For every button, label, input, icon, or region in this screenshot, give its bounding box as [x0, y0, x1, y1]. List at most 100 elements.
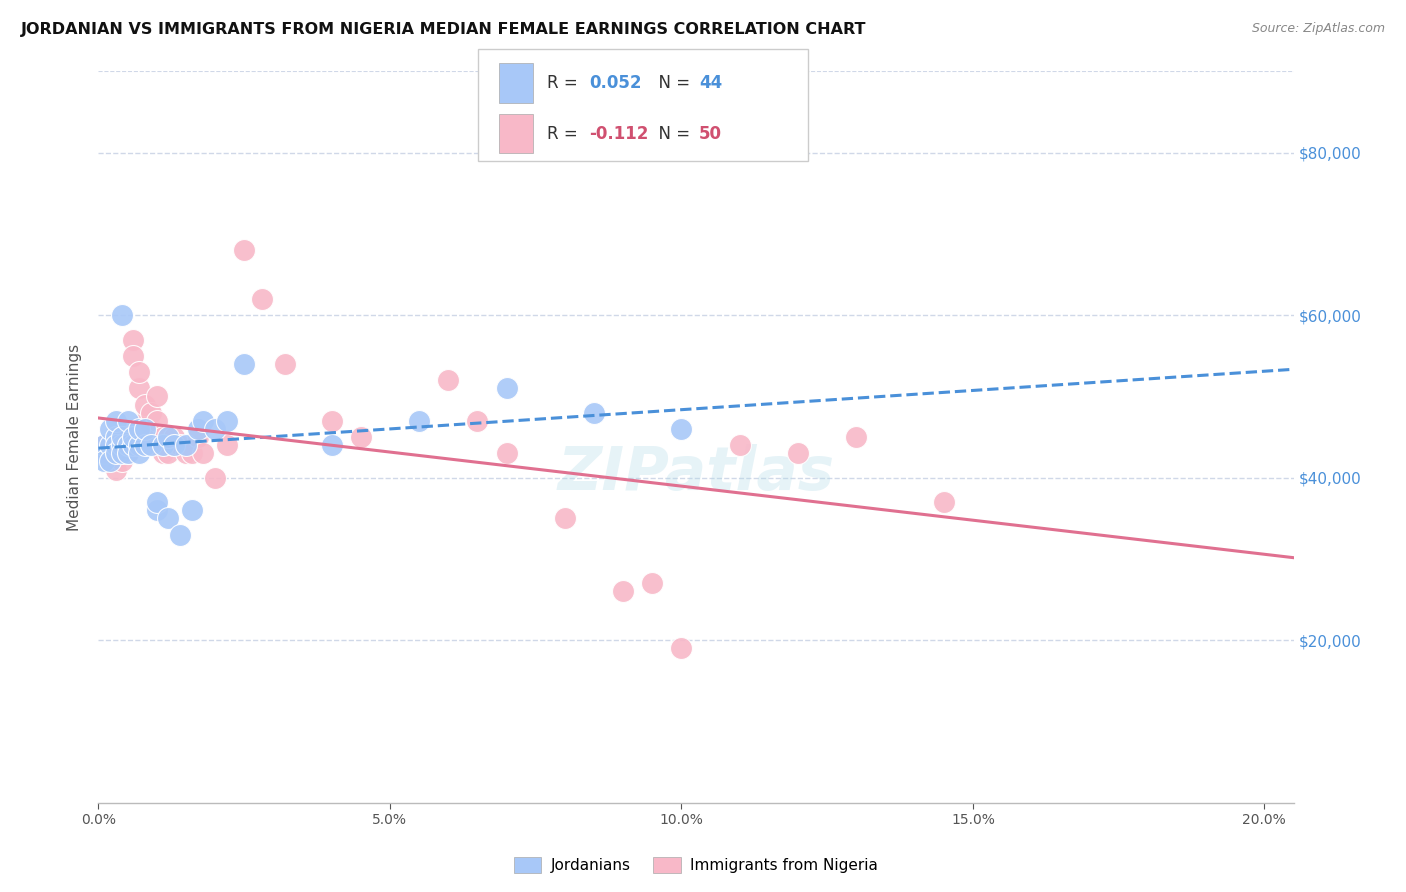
Point	[215, 438, 238, 452]
Point	[104, 446, 127, 460]
Point	[204, 471, 226, 485]
Point	[93, 454, 115, 468]
Point	[117, 438, 139, 452]
Point	[93, 438, 115, 452]
Point	[93, 446, 115, 460]
Point	[111, 438, 134, 452]
Point	[787, 446, 810, 460]
Text: R =: R =	[547, 74, 583, 92]
Point	[122, 349, 145, 363]
Point	[495, 381, 517, 395]
Point	[145, 495, 167, 509]
Point	[845, 430, 868, 444]
Point	[98, 438, 121, 452]
Point	[134, 414, 156, 428]
Text: Source: ZipAtlas.com: Source: ZipAtlas.com	[1251, 22, 1385, 36]
Point	[98, 438, 121, 452]
Point	[437, 373, 460, 387]
Point	[250, 292, 273, 306]
Point	[128, 438, 150, 452]
Point	[641, 576, 664, 591]
Point	[321, 414, 343, 428]
Point	[180, 446, 202, 460]
Y-axis label: Median Female Earnings: Median Female Earnings	[66, 343, 82, 531]
Point	[128, 422, 150, 436]
Point	[180, 503, 202, 517]
Point	[728, 438, 751, 452]
Point	[134, 398, 156, 412]
Point	[117, 414, 139, 428]
Point	[104, 430, 127, 444]
Point	[233, 243, 256, 257]
Text: JORDANIAN VS IMMIGRANTS FROM NIGERIA MEDIAN FEMALE EARNINGS CORRELATION CHART: JORDANIAN VS IMMIGRANTS FROM NIGERIA MED…	[21, 22, 866, 37]
Point	[134, 438, 156, 452]
Point	[169, 438, 191, 452]
Point	[193, 446, 215, 460]
Point	[215, 414, 238, 428]
Text: N =: N =	[648, 125, 696, 143]
Point	[98, 422, 121, 436]
Point	[111, 308, 134, 322]
Point	[174, 446, 197, 460]
Point	[139, 406, 162, 420]
Point	[111, 430, 134, 444]
Point	[128, 365, 150, 379]
Point	[169, 527, 191, 541]
Point	[93, 446, 115, 460]
Text: 50: 50	[699, 125, 721, 143]
Point	[932, 495, 955, 509]
Point	[117, 446, 139, 460]
Point	[157, 446, 180, 460]
Point	[554, 511, 576, 525]
Point	[122, 438, 145, 452]
Point	[139, 422, 162, 436]
Point	[582, 406, 605, 420]
Point	[495, 446, 517, 460]
Point	[104, 446, 127, 460]
Point	[350, 430, 373, 444]
Point	[671, 422, 693, 436]
Point	[128, 446, 150, 460]
Text: 44: 44	[699, 74, 723, 92]
Text: -0.112: -0.112	[589, 125, 648, 143]
Point	[117, 438, 139, 452]
Point	[104, 462, 127, 476]
Point	[145, 503, 167, 517]
Point	[274, 357, 297, 371]
Point	[193, 414, 215, 428]
Point	[122, 333, 145, 347]
Point	[98, 454, 121, 468]
Point	[117, 430, 139, 444]
Point	[93, 438, 115, 452]
Point	[612, 584, 634, 599]
Point	[152, 446, 174, 460]
Point	[104, 438, 127, 452]
Point	[186, 422, 208, 436]
Text: 0.052: 0.052	[589, 74, 641, 92]
Text: ZIPatlas: ZIPatlas	[557, 444, 835, 503]
Point	[204, 422, 226, 436]
Point	[157, 511, 180, 525]
Point	[152, 430, 174, 444]
Point	[233, 357, 256, 371]
Point	[163, 430, 186, 444]
Point	[139, 438, 162, 452]
Point	[152, 438, 174, 452]
Point	[145, 389, 167, 403]
Point	[408, 414, 430, 428]
Point	[111, 446, 134, 460]
Point	[157, 430, 180, 444]
Point	[467, 414, 489, 428]
Point	[104, 414, 127, 428]
Point	[111, 438, 134, 452]
Point	[128, 381, 150, 395]
Legend: Jordanians, Immigrants from Nigeria: Jordanians, Immigrants from Nigeria	[508, 850, 884, 880]
Point	[163, 438, 186, 452]
Point	[174, 438, 197, 452]
Text: R =: R =	[547, 125, 583, 143]
Point	[117, 446, 139, 460]
Point	[157, 438, 180, 452]
Point	[671, 641, 693, 656]
Point	[145, 414, 167, 428]
Point	[186, 430, 208, 444]
